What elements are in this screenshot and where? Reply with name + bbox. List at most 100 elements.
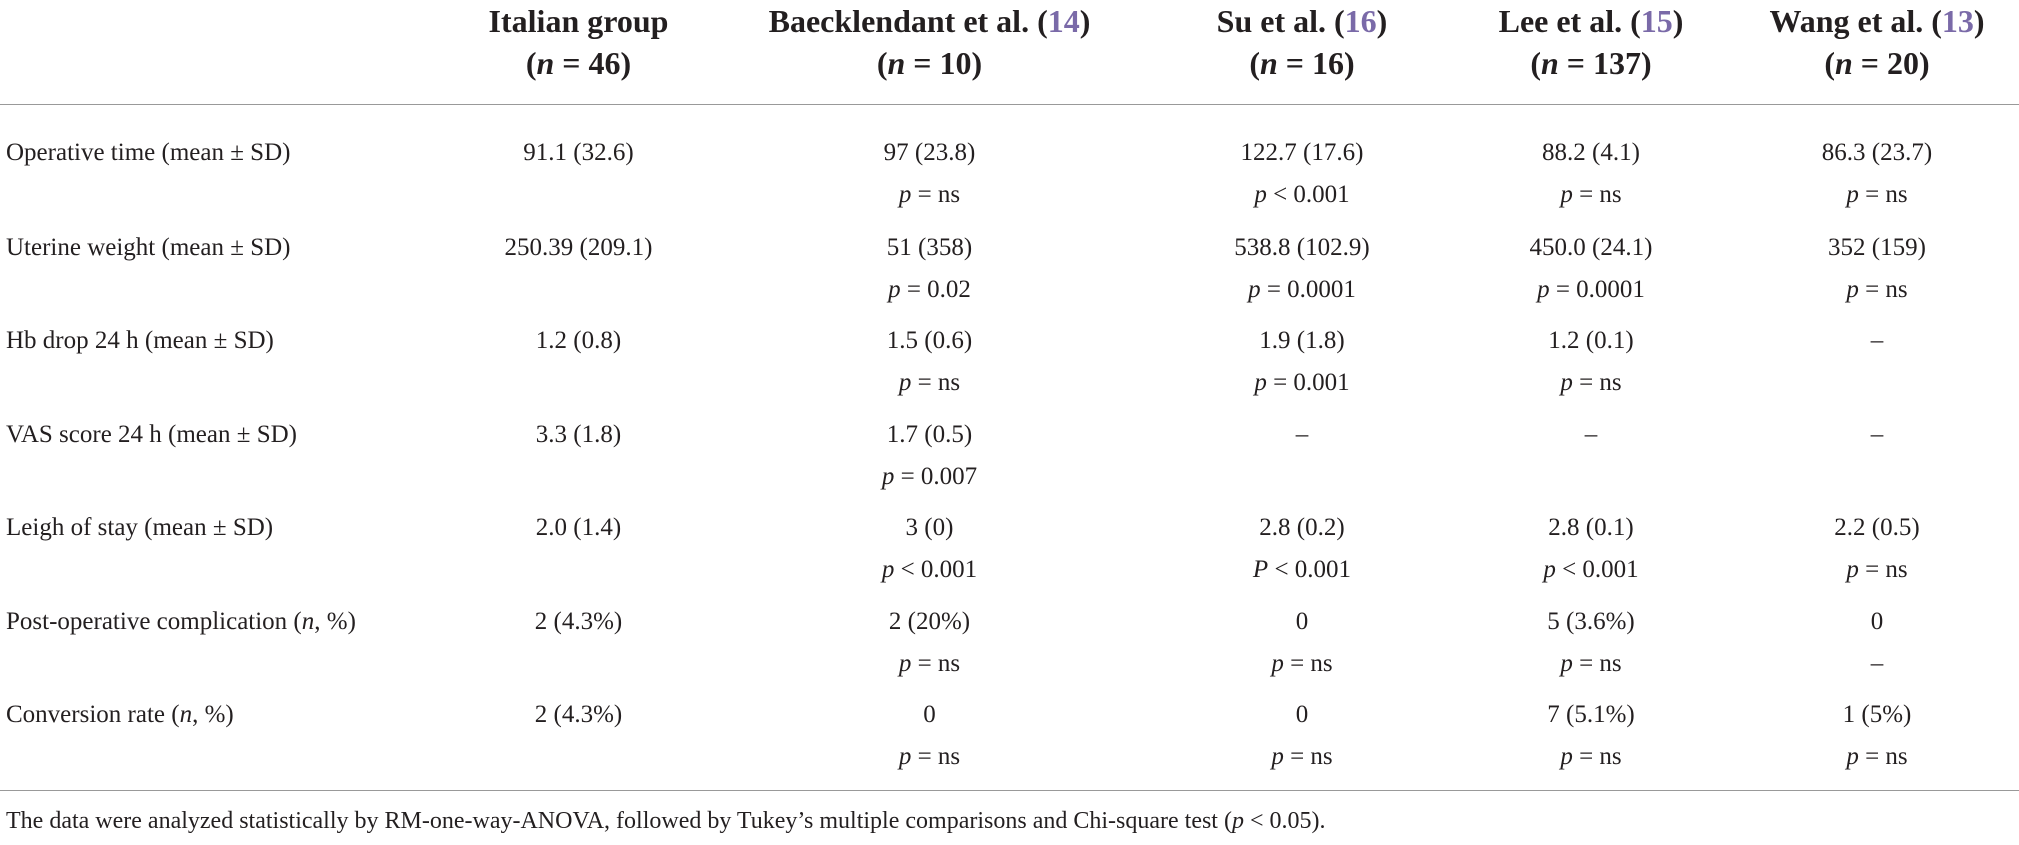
sample-size-part: n bbox=[887, 45, 906, 81]
header-row: Italian group (n = 46) Baecklendant et al.… bbox=[0, 0, 2019, 105]
cell-value: 1 (5%) bbox=[1842, 701, 1912, 728]
p-value: p = ns bbox=[1447, 362, 1735, 404]
p-value-text: = 0.007 bbox=[900, 462, 978, 490]
column-name-text: Lee et al. ( bbox=[1498, 3, 1641, 39]
reference-link[interactable]: 13 bbox=[1941, 3, 1974, 39]
p-value: p = ns bbox=[1735, 174, 2019, 216]
table-cell: 250.39 (209.1) bbox=[455, 227, 702, 321]
cell-value: 1.2 (0.1) bbox=[1548, 327, 1634, 354]
table-body: Operative time (mean ± SD) 91.1 (32.6) 97 … bbox=[0, 105, 2019, 807]
sample-size-part: = bbox=[554, 45, 589, 81]
p-value-text: = 0.001 bbox=[1273, 369, 1350, 396]
row-label-text: Operative time (mean ± SD) bbox=[6, 139, 291, 166]
reference-link[interactable]: 14 bbox=[1047, 3, 1080, 39]
sample-size-part: = bbox=[1558, 45, 1594, 81]
p-value-text: = ns bbox=[1579, 181, 1622, 208]
table-cell: 51 (358) p = 0.02 bbox=[702, 227, 1157, 321]
sample-size-part: ) bbox=[1919, 45, 1930, 81]
row-label: Uterine weight (mean ± SD) bbox=[0, 227, 455, 321]
sample-size-part: ( bbox=[1249, 45, 1260, 81]
p-letter: p bbox=[881, 556, 895, 583]
sample-size-part: n bbox=[1834, 45, 1853, 81]
p-value: p = 0.007 bbox=[702, 456, 1157, 498]
row-label-text: Conversion rate ( bbox=[6, 701, 180, 728]
p-value-text: = 0.02 bbox=[906, 275, 971, 303]
table-cell: 1.9 (1.8) p = 0.001 bbox=[1157, 320, 1447, 414]
p-value-text: = ns bbox=[917, 743, 961, 770]
cell-value: – bbox=[1295, 420, 1309, 448]
p-value-text: < 0.001 bbox=[1273, 181, 1350, 208]
p-value-text: < 0.001 bbox=[900, 556, 978, 583]
reference-link[interactable]: 15 bbox=[1640, 3, 1673, 39]
sample-size-part: ) bbox=[971, 45, 983, 81]
p-value: p = ns bbox=[1447, 643, 1735, 685]
reference-link[interactable]: 16 bbox=[1344, 3, 1377, 39]
table-cell: 1.7 (0.5) p = 0.007 bbox=[702, 414, 1157, 508]
sample-size-part: 10 bbox=[939, 45, 972, 81]
table-cell: 2.2 (0.5) p = ns bbox=[1735, 507, 2019, 601]
column-header-name: Wang et al. (13) bbox=[1735, 0, 2019, 42]
cell-value: – bbox=[1870, 420, 1884, 448]
p-value: p = ns bbox=[702, 643, 1157, 685]
p-letter: p bbox=[898, 649, 912, 677]
table-row: Conversion rate (n, %) 2 (4.3%) 0 p = ns 0 p … bbox=[0, 694, 2019, 806]
p-value: P < 0.001 bbox=[1157, 549, 1447, 591]
cell-value: 450.0 (24.1) bbox=[1529, 233, 1653, 261]
column-header-sample-size: (n = 46) bbox=[455, 42, 702, 84]
table-cell: 1.2 (0.1) p = ns bbox=[1447, 320, 1735, 414]
column-header-sample-size: (n = 20) bbox=[1735, 42, 2019, 84]
table-row: VAS score 24 h (mean ± SD) 3.3 (1.8) 1.7 (… bbox=[0, 414, 2019, 508]
p-value: p = ns bbox=[1447, 174, 1735, 216]
table-cell: 86.3 (23.7) p = ns bbox=[1735, 105, 2019, 227]
sample-size-part: ( bbox=[525, 45, 537, 81]
cell-value: 5 (3.6%) bbox=[1547, 607, 1635, 635]
cell-value: 538.8 (102.9) bbox=[1234, 233, 1370, 261]
p-letter: p bbox=[1537, 275, 1550, 303]
p-value-text: < 0.001 bbox=[1562, 556, 1639, 583]
close-paren: ) bbox=[1079, 3, 1091, 39]
table-row: Post-operative complication (n, %) 2 (4.3… bbox=[0, 601, 2019, 695]
p-value-text: = ns bbox=[917, 649, 961, 677]
row-label: Conversion rate (n, %) bbox=[0, 694, 455, 806]
table-cell: 91.1 (32.6) bbox=[455, 105, 702, 227]
sample-size-part: ) bbox=[1641, 45, 1652, 81]
row-label-text: Uterine weight (mean ± SD) bbox=[6, 233, 291, 261]
p-value-text: = ns bbox=[917, 181, 961, 208]
cell-value: 0 bbox=[923, 701, 936, 728]
p-value: p < 0.001 bbox=[1447, 549, 1735, 591]
column-header: Su et al. (16) (n = 16) bbox=[1157, 0, 1447, 105]
p-value: p < 0.001 bbox=[702, 549, 1157, 591]
cell-value: 0 bbox=[1295, 607, 1309, 635]
p-letter: p bbox=[1271, 743, 1284, 770]
table-cell: 2 (20%) p = ns bbox=[702, 601, 1157, 695]
p-value: p = ns bbox=[1447, 736, 1735, 778]
p-value-placeholder: – bbox=[1870, 649, 1884, 677]
table-cell: 1.2 (0.8) bbox=[455, 320, 702, 414]
table-cell: 3.3 (1.8) bbox=[455, 414, 702, 508]
sample-size-part: n bbox=[1540, 45, 1559, 81]
row-label: VAS score 24 h (mean ± SD) bbox=[0, 414, 455, 508]
column-header-name: Baecklendant et al. (14) bbox=[702, 0, 1157, 42]
column-header-sample-size: (n = 10) bbox=[702, 42, 1157, 84]
p-letter: p bbox=[1560, 649, 1573, 677]
close-paren: ) bbox=[1973, 3, 1985, 39]
p-letter: p bbox=[1254, 181, 1267, 208]
cell-value: 2.0 (1.4) bbox=[535, 514, 622, 541]
cell-value: 88.2 (4.1) bbox=[1542, 139, 1640, 166]
p-value-text: = ns bbox=[917, 369, 961, 396]
table-cell: 538.8 (102.9) p = 0.0001 bbox=[1157, 227, 1447, 321]
row-label-text: Hb drop 24 h (mean ± SD) bbox=[6, 327, 274, 354]
cell-value: 250.39 (209.1) bbox=[504, 233, 653, 261]
p-letter: p bbox=[1560, 181, 1573, 208]
table-cell: 122.7 (17.6) p < 0.001 bbox=[1157, 105, 1447, 227]
row-label-text: n bbox=[301, 607, 315, 635]
sample-size-part: = bbox=[1277, 45, 1313, 81]
p-value-text: = ns bbox=[1865, 743, 1908, 770]
column-header: Baecklendant et al. (14) (n = 10) bbox=[702, 0, 1157, 105]
sample-size-part: 20 bbox=[1887, 45, 1920, 81]
p-value-text: = ns bbox=[1865, 275, 1908, 303]
sample-size-part: 137 bbox=[1593, 45, 1642, 81]
p-value-text: = ns bbox=[1290, 743, 1333, 770]
cell-value: 97 (23.8) bbox=[883, 139, 976, 166]
p-value-text: = ns bbox=[1290, 649, 1333, 677]
